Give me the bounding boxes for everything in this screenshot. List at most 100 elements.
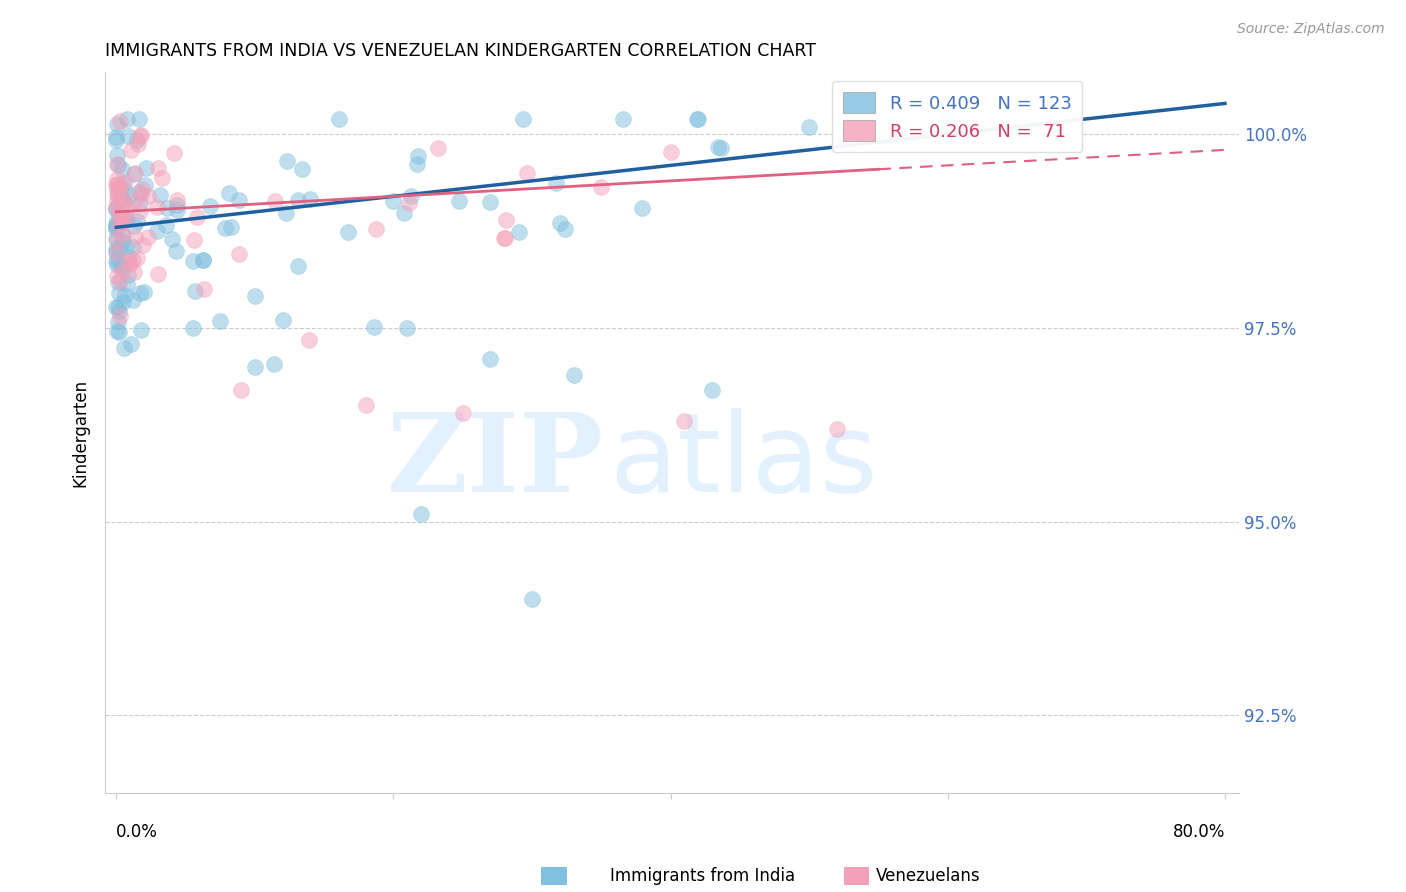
Legend: R = 0.409   N = 123, R = 0.206   N =  71: R = 0.409 N = 123, R = 0.206 N = 71	[832, 81, 1083, 152]
Point	[111, 182, 134, 196]
Point	[122, 252, 145, 267]
Point	[591, 180, 613, 194]
Point	[129, 128, 152, 143]
Point	[128, 128, 150, 143]
Point	[115, 277, 138, 292]
Point	[492, 231, 515, 245]
Point	[111, 161, 134, 176]
Point	[107, 186, 129, 201]
Point	[243, 289, 266, 303]
Point	[495, 212, 517, 227]
Point	[112, 195, 135, 210]
Point	[263, 357, 285, 371]
Point	[214, 221, 236, 235]
Point	[105, 242, 128, 256]
Point	[673, 414, 696, 428]
Point	[108, 217, 131, 231]
Point	[520, 592, 543, 607]
Point	[110, 259, 132, 273]
Point	[120, 257, 142, 271]
Point	[105, 129, 128, 144]
Point	[659, 145, 682, 159]
Text: Source: ZipAtlas.com: Source: ZipAtlas.com	[1237, 22, 1385, 37]
Point	[936, 112, 959, 126]
Point	[115, 201, 138, 215]
Point	[114, 175, 136, 189]
Point	[128, 186, 150, 200]
Point	[129, 196, 152, 211]
Point	[112, 199, 135, 213]
Point	[125, 133, 148, 147]
Point	[399, 189, 422, 203]
Point	[152, 171, 174, 186]
Point	[107, 303, 129, 318]
Point	[710, 141, 733, 155]
Point	[118, 255, 141, 269]
Point	[364, 221, 387, 235]
Point	[111, 178, 134, 192]
Point	[124, 219, 146, 233]
Point	[166, 197, 188, 211]
Point	[108, 242, 131, 256]
Point	[105, 202, 128, 216]
Point	[112, 260, 135, 275]
Point	[105, 219, 128, 234]
Point	[108, 326, 131, 340]
Point	[328, 112, 350, 126]
Point	[108, 274, 131, 288]
Point	[181, 321, 204, 335]
Point	[117, 112, 139, 127]
Point	[411, 507, 433, 521]
Point	[191, 253, 214, 268]
Point	[516, 165, 538, 179]
Point	[406, 157, 429, 171]
Point	[382, 194, 405, 208]
Point	[287, 193, 309, 207]
Point	[135, 161, 157, 175]
Point	[107, 158, 129, 172]
Point	[134, 178, 156, 192]
Point	[219, 219, 242, 234]
Point	[546, 176, 568, 190]
Point	[129, 186, 152, 201]
Text: 80.0%: 80.0%	[1173, 823, 1225, 841]
Point	[707, 140, 730, 154]
Point	[146, 161, 169, 176]
Point	[612, 112, 634, 126]
Point	[122, 265, 145, 279]
Point	[127, 252, 149, 266]
Point	[105, 219, 128, 234]
Point	[105, 324, 128, 338]
Point	[396, 321, 419, 335]
Point	[105, 300, 128, 314]
Text: 0.0%: 0.0%	[117, 823, 157, 841]
Point	[105, 232, 128, 246]
Point	[218, 186, 240, 200]
Point	[394, 206, 416, 220]
Point	[105, 194, 128, 209]
Point	[553, 222, 575, 236]
Point	[512, 112, 534, 126]
Point	[479, 194, 502, 209]
Point	[186, 210, 208, 224]
Point	[107, 252, 129, 267]
Point	[108, 178, 131, 193]
Point	[108, 113, 131, 128]
Point	[263, 194, 285, 208]
Point	[128, 285, 150, 300]
Point	[562, 368, 585, 382]
Point	[702, 383, 724, 397]
Point	[228, 193, 250, 207]
Point	[110, 208, 132, 222]
Point	[120, 337, 142, 351]
Point	[198, 199, 221, 213]
Point	[114, 211, 136, 225]
Point	[105, 244, 128, 259]
Point	[105, 214, 128, 228]
Point	[112, 295, 135, 310]
Point	[117, 268, 139, 283]
Point	[107, 301, 129, 315]
Point	[124, 230, 146, 244]
Point	[146, 200, 169, 214]
Point	[107, 286, 129, 301]
